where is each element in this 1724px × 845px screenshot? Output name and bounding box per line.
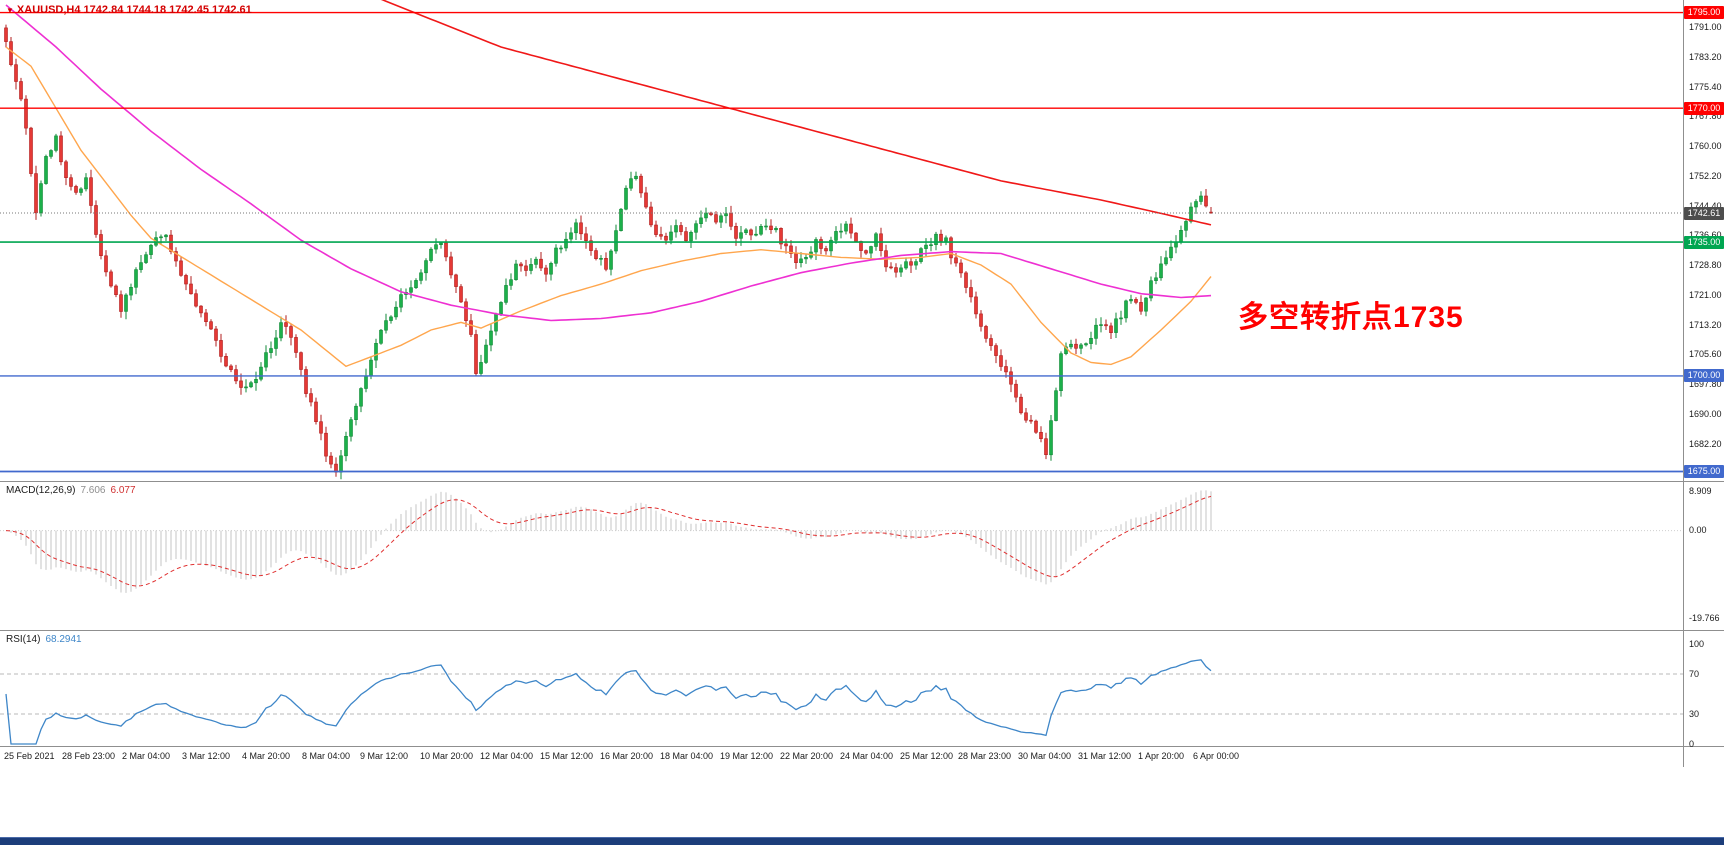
symbol-ohlc-label: ▼ XAUUSD,H4 1742.84 1744.18 1742.45 1742.… (6, 4, 252, 16)
time-axis-label[interactable]: 25 Mar 12:00 (900, 751, 954, 761)
price-tick-label: 1752.20 (1689, 170, 1722, 181)
time-axis-label[interactable]: 2 Mar 04:00 (122, 751, 171, 761)
time-axis-label[interactable]: 28 Feb 23:00 (62, 751, 116, 761)
time-axis-label[interactable]: 30 Mar 04:00 (1018, 751, 1072, 761)
window-bottom-bar (0, 837, 1724, 845)
price-axis-line (1683, 0, 1684, 767)
time-axis-label[interactable]: 4 Mar 20:00 (242, 751, 291, 761)
price-badge: 1770.00 (1684, 101, 1724, 115)
price-chart-canvas[interactable] (0, 0, 1683, 481)
annotation-text: 多空转折点1735 (1238, 301, 1464, 334)
macd-panel-splitter[interactable] (0, 481, 1724, 482)
rsi-panel-canvas[interactable] (0, 631, 1683, 746)
rsi-tick-label: 30 (1689, 708, 1700, 719)
time-axis-label[interactable]: 24 Mar 04:00 (840, 751, 894, 761)
macd-indicator-label: MACD(12,26,9) 7.606 6.077 (6, 485, 136, 496)
time-axis-label[interactable]: 8 Mar 04:00 (302, 751, 351, 761)
price-badge: 1735.00 (1684, 235, 1724, 249)
price-badge: 1795.00 (1684, 6, 1724, 20)
price-tick-label: 1682.20 (1689, 438, 1722, 449)
rsi-indicator-label: RSI(14) 68.2941 (6, 634, 82, 645)
time-axis-label[interactable]: 19 Mar 12:00 (720, 751, 774, 761)
time-axis-label[interactable]: 12 Mar 04:00 (480, 751, 534, 761)
rsi-tick-label: 0 (1689, 738, 1695, 749)
chart-dropdown-marker-icon[interactable]: ▼ (6, 6, 14, 15)
price-badge: 1700.00 (1684, 369, 1724, 383)
time-axis-label[interactable]: 18 Mar 04:00 (660, 751, 714, 761)
price-tick-label: 1767.80 (1689, 111, 1722, 122)
price-tick-label: 1744.40 (1689, 200, 1722, 211)
rsi-line (5, 659, 1212, 745)
time-axis-label[interactable]: 6 Apr 00:00 (1193, 751, 1240, 761)
ma-slow-line (380, 0, 1212, 226)
time-axis-label[interactable]: 16 Mar 20:00 (600, 751, 654, 761)
time-axis-label[interactable]: 15 Mar 12:00 (540, 751, 594, 761)
time-axis-label[interactable]: 31 Mar 12:00 (1078, 751, 1132, 761)
macd-signal-value: 6.077 (110, 485, 136, 496)
macd-signal-line (5, 495, 1212, 587)
macd-name: MACD(12,26,9) (6, 485, 76, 496)
price-tick-label: 1775.40 (1689, 82, 1722, 93)
candles-layer (4, 24, 1213, 480)
price-badge: 1675.00 (1684, 465, 1724, 478)
time-axis-separator (0, 746, 1724, 747)
price-tick-label: 1705.60 (1689, 349, 1722, 359)
rsi-tick-label: 70 (1689, 668, 1700, 679)
symbol-ohlc-text: XAUUSD,H4 1742.84 1744.18 1742.45 1742.6… (16, 4, 252, 16)
price-tick-label: 1783.20 (1689, 52, 1722, 63)
price-tick-label: 1736.60 (1689, 230, 1722, 241)
ma-mid-line (5, 4, 1212, 322)
time-axis-label[interactable]: 22 Mar 20:00 (780, 751, 834, 761)
rsi-panel-splitter[interactable] (0, 630, 1724, 631)
macd-tick-label: 0.00 (1689, 525, 1707, 536)
price-tick-label: 1697.80 (1689, 378, 1722, 389)
time-axis-label[interactable]: 25 Feb 2021 (4, 751, 55, 761)
time-axis-label[interactable]: 1 Apr 20:00 (1138, 751, 1185, 761)
price-badge: 1742.61 (1684, 206, 1724, 220)
ma-fast-line (5, 46, 1212, 368)
price-tick-label: 1713.20 (1689, 319, 1722, 330)
time-axis-label[interactable]: 10 Mar 20:00 (420, 751, 474, 761)
macd-tick-label: 8.909 (1689, 485, 1712, 496)
time-axis-label[interactable]: 28 Mar 23:00 (958, 751, 1012, 761)
price-tick-label: 1760.00 (1689, 141, 1722, 151)
macd-main-value: 7.606 (80, 485, 106, 496)
price-tick-label: 1791.00 (1689, 22, 1722, 33)
rsi-name: RSI(14) (6, 634, 41, 645)
time-axis-label[interactable]: 3 Mar 12:00 (182, 751, 231, 761)
price-tick-label: 1728.80 (1689, 260, 1722, 271)
time-axis-label[interactable]: 9 Mar 12:00 (360, 751, 409, 761)
macd-histogram (10, 490, 1212, 593)
macd-tick-label: -19.766 (1689, 612, 1720, 623)
rsi-value: 68.2941 (45, 634, 82, 645)
macd-panel-canvas[interactable] (0, 482, 1683, 630)
rsi-tick-label: 100 (1689, 638, 1705, 649)
price-tick-label: 1721.00 (1689, 290, 1722, 301)
price-tick-label: 1690.00 (1689, 408, 1722, 419)
